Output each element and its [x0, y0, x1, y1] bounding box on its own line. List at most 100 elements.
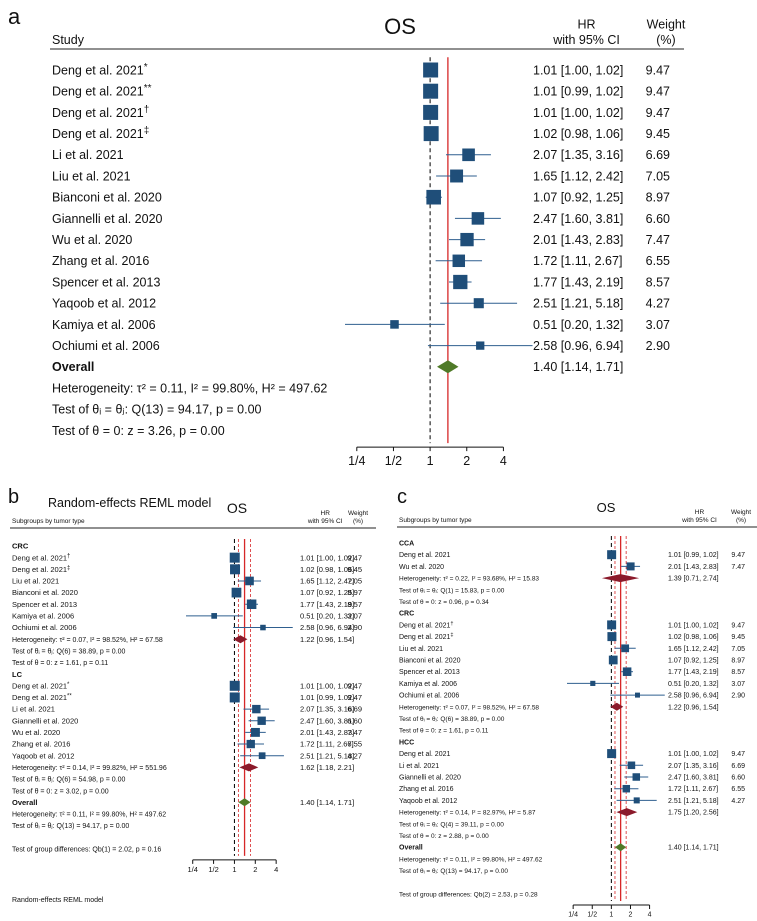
overall-diamond	[614, 843, 627, 852]
hr-ci-value: 1.77 [1.43, 2.19]	[668, 669, 719, 676]
hr-ci-value: 2.58 [0.96, 6.94]	[533, 339, 623, 353]
study-marker	[251, 727, 260, 737]
study-marker	[607, 632, 617, 642]
statistic-text: Test of θᵢ = θⱼ: Q(4) = 39.11, p = 0.00	[399, 821, 504, 828]
hr-ci-value: 2.47 [1.60, 3.81]	[533, 212, 623, 226]
study-marker	[229, 692, 240, 703]
study-marker	[453, 274, 468, 290]
x-tick-label: 1/2	[385, 454, 402, 468]
weight-value: 6.55	[646, 254, 670, 268]
study-marker	[607, 749, 617, 759]
hr-ci-value: 1.01 [1.00, 1.02]	[668, 622, 719, 629]
weight-value: 9.47	[347, 693, 362, 702]
study-label-superscript: *	[144, 62, 148, 73]
statistic-text: Test of group differences: Qb(1) = 2.02,…	[12, 847, 161, 854]
weight-value: 6.60	[646, 212, 670, 226]
hr-ci-value: 0.51 [0.20, 1.32]	[533, 318, 623, 332]
x-tick-label: 4	[648, 912, 652, 919]
study-label: Deng et al. 2021*	[52, 62, 148, 77]
hr-ci-value: 2.51 [1.21, 5.18]	[533, 297, 623, 311]
study-label: Bianconi et al. 2020	[399, 657, 461, 664]
study-marker	[390, 320, 399, 329]
x-tick-label: 2	[629, 912, 633, 919]
hr-ci-value: 1.77 [1.43, 2.19]	[533, 275, 623, 289]
weight-value: 2.90	[646, 339, 670, 353]
plot-title: OS	[597, 500, 616, 515]
subgroup-diamond	[601, 574, 640, 583]
study-marker	[426, 189, 441, 205]
statistic-text: Test of θ = 0: z = 2.88, p = 0.00	[399, 833, 489, 840]
study-label: Kamiya et al. 2006	[12, 612, 74, 621]
study-label: Liu et al. 2021	[12, 577, 59, 586]
subgroup-diamond	[616, 808, 638, 817]
hr-ci-value: 1.01 [0.99, 1.02]	[300, 693, 354, 702]
study-label: Kamiya et al. 2006	[399, 681, 457, 688]
hr-ci-value: 2.47 [1.60, 3.81]	[300, 716, 354, 725]
study-label: Giannelli et al. 2020	[52, 212, 163, 226]
study-label: Li et al. 2021	[12, 705, 55, 714]
weight-value: 6.55	[347, 740, 362, 749]
hr-ci-value: 2.58 [0.96, 6.94]	[668, 693, 719, 700]
study-marker	[632, 773, 641, 781]
weight-value: 7.47	[731, 564, 745, 571]
hr-ci-value: 1.01 [0.99, 1.02]	[533, 85, 623, 99]
study-marker	[252, 704, 261, 714]
hr-ci-value: 1.72 [1.11, 2.67]	[668, 786, 718, 793]
overall-label: Overall	[52, 360, 94, 374]
x-tick-label: 4	[500, 454, 507, 468]
weight-value: 9.47	[731, 622, 745, 629]
weight-value: 7.47	[347, 728, 362, 737]
weight-value: 8.57	[347, 600, 362, 609]
study-label-superscript: †	[144, 104, 150, 115]
panel-label-b: b	[8, 486, 19, 508]
hr-ci-value: 1.01 [1.00, 1.02]	[300, 553, 354, 562]
weight-value: 9.47	[646, 85, 670, 99]
x-tick-label: 1/4	[568, 912, 578, 919]
study-label: Yaqoob et al. 2012	[12, 751, 74, 760]
weight-value: 7.05	[646, 169, 670, 183]
subgroup-diamond	[610, 702, 624, 711]
study-marker	[621, 644, 630, 653]
subgroup-hr-ci-value: 1.39 [0.71, 2.74]	[668, 576, 719, 583]
study-label-superscript: ‡	[450, 633, 453, 639]
weight-value: 9.45	[347, 565, 362, 574]
study-label: Wu et al. 2020	[12, 728, 60, 737]
hr-ci-value: 2.01 [1.43, 2.83]	[668, 564, 719, 571]
column-header-study: Subgroups by tumor type	[12, 518, 85, 525]
study-marker	[462, 148, 475, 162]
study-label: Deng et al. 2021	[399, 552, 450, 559]
hr-ci-value: 2.58 [0.96, 6.94]	[300, 623, 354, 632]
column-header-study: Subgroups by tumor type	[399, 517, 472, 524]
study-label: Yaqoob et al. 2012	[52, 297, 156, 311]
weight-value: 3.07	[347, 612, 362, 621]
weight-value: 9.45	[731, 634, 745, 641]
study-marker	[627, 761, 636, 770]
study-marker	[471, 212, 485, 225]
study-label: Li et al. 2021	[52, 148, 124, 162]
column-header-ci: with 95% CI	[552, 33, 620, 47]
subgroup-diamond	[239, 763, 259, 772]
overall-hr-ci-value: 1.40 [1.14, 1.71]	[668, 845, 719, 852]
weight-value: 6.60	[347, 716, 362, 725]
study-label: Deng et al. 2021	[399, 751, 450, 758]
study-marker	[423, 83, 439, 99]
hr-ci-value: 1.65 [1.12, 2.42]	[668, 646, 719, 653]
subgroup-header: CRC	[12, 542, 29, 551]
weight-value: 6.60	[731, 774, 745, 781]
hr-ci-value: 2.01 [1.43, 2.83]	[300, 728, 354, 737]
overall-label: Overall	[399, 845, 423, 852]
study-label: Kamiya et al. 2006	[52, 318, 156, 332]
study-label-superscript: **	[144, 83, 152, 94]
hr-ci-value: 1.01 [1.00, 1.02]	[668, 751, 719, 758]
hr-ci-value: 0.51 [0.20, 1.32]	[300, 612, 354, 621]
statistic-text: Heterogeneity: τ² = 0.11, I² = 99.80%, H…	[12, 812, 166, 819]
study-marker	[633, 797, 640, 804]
statistic-text: Test of θᵢ = θⱼ: Q(6) = 38.89, p = 0.00	[399, 716, 505, 723]
overall-hr-ci-value: 1.40 [1.14, 1.71]	[533, 360, 623, 374]
weight-value: 6.69	[347, 705, 362, 714]
study-marker	[476, 341, 485, 350]
subgroup-header: LC	[12, 670, 23, 679]
statistic-text: Test of θᵢ = θⱼ: Q(13) = 94.17, p = 0.00	[399, 868, 508, 875]
